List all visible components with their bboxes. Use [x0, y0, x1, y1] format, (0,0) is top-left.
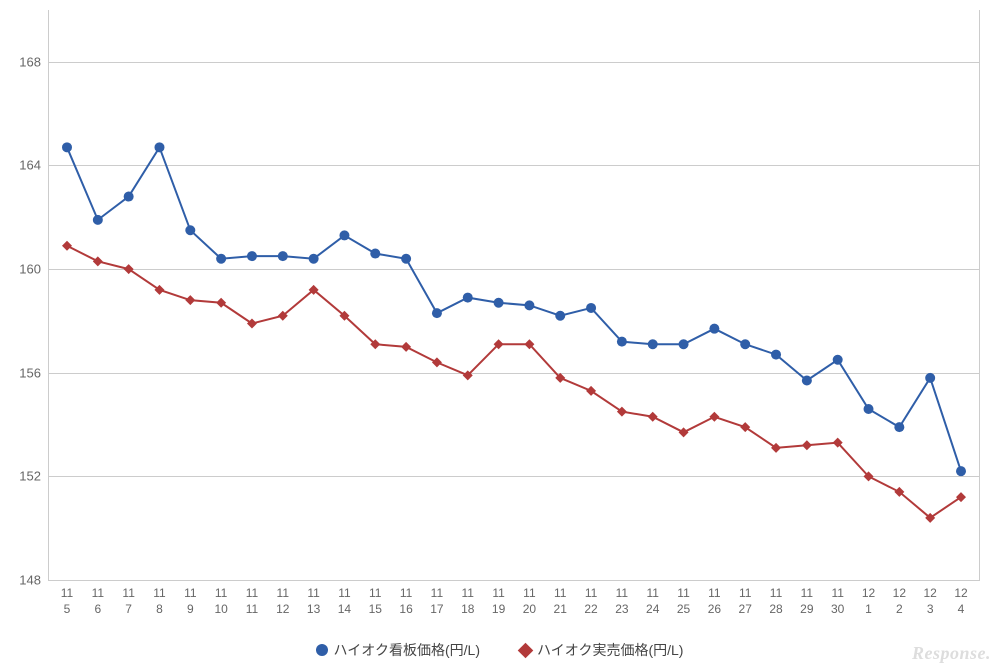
- x-tick-label: 11 19: [492, 586, 505, 617]
- data-point: [185, 295, 195, 305]
- x-tick-label: 11 15: [369, 586, 382, 617]
- data-point: [62, 241, 72, 251]
- x-tick-label: 11 14: [338, 586, 351, 617]
- x-tick-label: 12 3: [923, 586, 936, 617]
- x-tick-label: 11 28: [769, 586, 782, 617]
- diamond-marker-icon: [518, 642, 534, 658]
- x-tick-label: 11 7: [122, 586, 134, 617]
- legend-label: ハイオク看板価格(円/L): [334, 640, 480, 660]
- x-tick-label: 11 26: [708, 586, 721, 617]
- x-tick-label: 11 27: [739, 586, 752, 617]
- legend-item-posted: ハイオク看板価格(円/L): [316, 640, 480, 660]
- y-tick-label: 148: [19, 573, 41, 588]
- data-point: [432, 357, 442, 367]
- x-tick-label: 11 30: [831, 586, 844, 617]
- series-line-actual: [49, 10, 979, 580]
- x-tick-label: 12 2: [893, 586, 906, 617]
- legend-item-actual: ハイオク実売価格(円/L): [520, 640, 683, 660]
- data-point: [679, 427, 689, 437]
- x-tick-label: 11 11: [246, 586, 258, 617]
- x-tick-label: 11 13: [307, 586, 320, 617]
- x-tick-label: 11 8: [153, 586, 165, 617]
- x-tick-label: 11 29: [800, 586, 813, 617]
- x-tick-label: 11 20: [523, 586, 536, 617]
- x-tick-label: 11 17: [430, 586, 443, 617]
- data-point: [802, 440, 812, 450]
- x-tick-label: 12 4: [954, 586, 967, 617]
- x-tick-label: 11 12: [276, 586, 289, 617]
- y-tick-label: 152: [19, 469, 41, 484]
- data-point: [709, 412, 719, 422]
- data-point: [401, 342, 411, 352]
- x-tick-label: 11 18: [461, 586, 474, 617]
- x-tick-label: 11 6: [92, 586, 104, 617]
- x-tick-label: 11 21: [554, 586, 567, 617]
- data-point: [93, 256, 103, 266]
- y-tick-label: 168: [19, 54, 41, 69]
- x-tick-label: 11 16: [399, 586, 412, 617]
- y-tick-label: 164: [19, 158, 41, 173]
- x-tick-label: 11 23: [615, 586, 628, 617]
- x-tick-label: 11 25: [677, 586, 690, 617]
- x-tick-label: 11 9: [184, 586, 196, 617]
- x-tick-label: 11 22: [584, 586, 597, 617]
- y-tick-label: 156: [19, 365, 41, 380]
- legend-label: ハイオク実売価格(円/L): [537, 640, 683, 660]
- watermark: Response.: [912, 643, 991, 664]
- data-point: [648, 412, 658, 422]
- gridline: [49, 580, 979, 581]
- x-tick-label: 11 10: [214, 586, 227, 617]
- legend: ハイオク看板価格(円/L) ハイオク実売価格(円/L): [0, 640, 999, 660]
- x-tick-label: 12 1: [862, 586, 875, 617]
- chart-container: 148 152 156 160 164 168 11 5 11 6 11 7 11 8 11 9 11…: [0, 0, 999, 668]
- x-tick-label: 11 5: [61, 586, 73, 617]
- circle-marker-icon: [316, 644, 328, 656]
- plot-area: 14815215616016416811 511 611 711 811 911…: [48, 10, 980, 581]
- y-tick-label: 160: [19, 262, 41, 277]
- x-tick-label: 11 24: [646, 586, 659, 617]
